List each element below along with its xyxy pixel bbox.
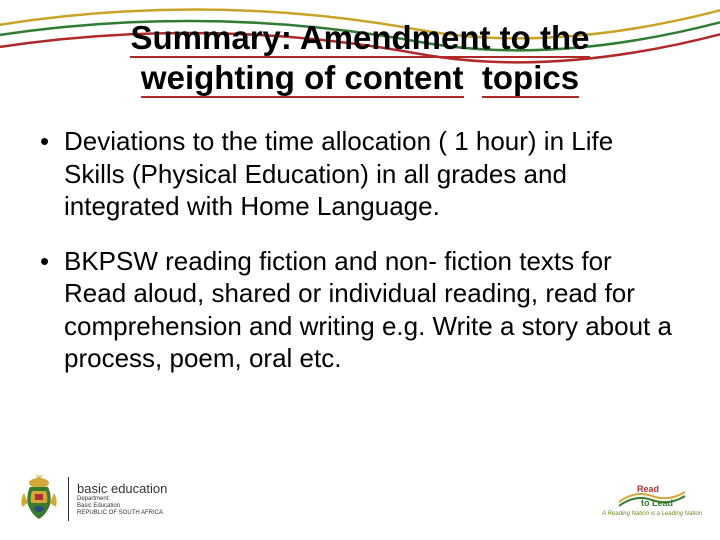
- footer-left-group: basic education Department: Basic Educat…: [18, 475, 167, 523]
- rtl-word-lead: to Lead: [641, 498, 673, 508]
- content-area: • Deviations to the time allocation ( 1 …: [40, 125, 680, 397]
- slide-footer: basic education Department: Basic Educat…: [0, 470, 720, 528]
- bullet-text: BKPSW reading fiction and non- fiction t…: [64, 245, 680, 375]
- title-line2a: weighting of content: [141, 59, 464, 96]
- slide-title: Summary: Amendment to the weighting of c…: [0, 18, 720, 97]
- title-line2b: topics: [482, 59, 579, 96]
- rtl-word-read: Read: [637, 484, 659, 494]
- coat-of-arms-icon: [18, 475, 60, 523]
- dept-line3: REPUBLIC OF SOUTH AFRICA: [77, 510, 167, 517]
- bullet-text: Deviations to the time allocation ( 1 ho…: [64, 125, 680, 223]
- bullet-item: • BKPSW reading fiction and non- fiction…: [40, 245, 680, 375]
- dept-title: basic education: [77, 481, 167, 496]
- rtl-tagline: A Reading Nation is a Leading Nation: [602, 511, 702, 517]
- department-block: basic education Department: Basic Educat…: [68, 477, 167, 521]
- read-to-lead-icon: Read to Lead: [617, 482, 687, 510]
- bullet-marker: •: [40, 245, 64, 375]
- title-line1: Summary: Amendment to the: [130, 19, 589, 56]
- dept-line1: Department:: [77, 496, 167, 503]
- dept-line2: Basic Education: [77, 503, 167, 510]
- bullet-marker: •: [40, 125, 64, 223]
- bullet-item: • Deviations to the time allocation ( 1 …: [40, 125, 680, 223]
- footer-right-group: Read to Lead A Reading Nation is a Leadi…: [602, 482, 702, 517]
